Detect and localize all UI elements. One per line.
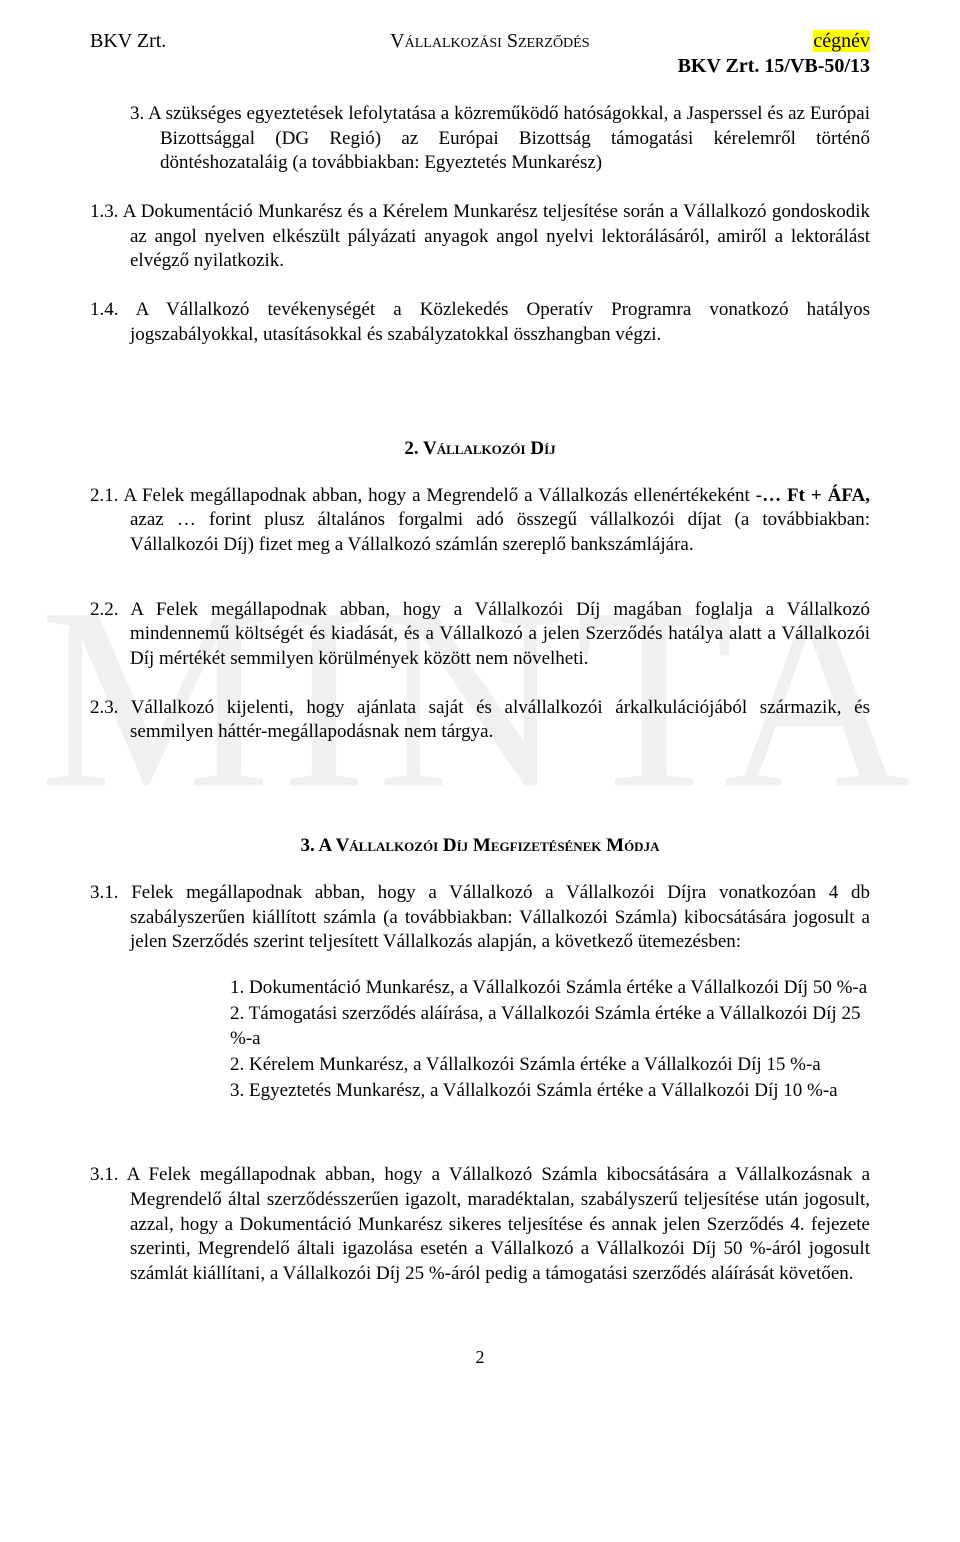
para-2-1-suffix: azaz … forint plusz általános forgalmi a… xyxy=(130,509,870,555)
para-3: 3. A szükséges egyeztetések lefolytatása… xyxy=(90,102,870,176)
page-content: BKV Zrt. Vállalkozási Szerződés cégnév B… xyxy=(90,30,870,1368)
sublist-item: 2. Kérelem Munkarész, a Vállalkozói Szám… xyxy=(230,1052,870,1078)
para-3-1: 3.1. Felek megállapodnak abban, hogy a V… xyxy=(90,881,870,955)
para-2-1-bold: … Ft + ÁFA, xyxy=(762,485,870,506)
page-number: 2 xyxy=(90,1347,870,1368)
para-1-3: 1.3. A Dokumentáció Munkarész és a Kérel… xyxy=(90,200,870,274)
sublist-item: 3. Egyeztetés Munkarész, a Vállalkozói S… xyxy=(230,1078,870,1104)
sublist-item: 2. Támogatási szerződés aláírása, a Váll… xyxy=(230,1001,870,1052)
header-line2: BKV Zrt. 15/VB-50/13 xyxy=(90,55,870,78)
section-2-heading: 2. Vállalkozói Díj xyxy=(90,438,870,460)
header-left: BKV Zrt. xyxy=(90,30,166,53)
header-highlight: cégnév xyxy=(813,30,870,52)
header-row: BKV Zrt. Vállalkozási Szerződés cégnév xyxy=(90,30,870,53)
header-right: cégnév xyxy=(813,30,870,53)
section-3-heading: 3. A Vállalkozói Díj Megfizetésének Módj… xyxy=(90,835,870,857)
para-3-1b: 3.1. A Felek megállapodnak abban, hogy a… xyxy=(90,1163,870,1286)
section-3-sublist: 1. Dokumentáció Munkarész, a Vállalkozói… xyxy=(90,975,870,1103)
para-2-3: 2.3. Vállalkozó kijelenti, hogy ajánlata… xyxy=(90,696,870,745)
para-2-2: 2.2. A Felek megállapodnak abban, hogy a… xyxy=(90,598,870,672)
para-2-1-prefix: 2.1. A Felek megállapodnak abban, hogy a… xyxy=(90,485,762,506)
para-1-4: 1.4. A Vállalkozó tevékenységét a Közlek… xyxy=(90,298,870,347)
sublist-item: 1. Dokumentáció Munkarész, a Vállalkozói… xyxy=(230,975,870,1001)
para-2-1: 2.1. A Felek megállapodnak abban, hogy a… xyxy=(90,484,870,558)
header-center: Vállalkozási Szerződés xyxy=(166,30,813,53)
